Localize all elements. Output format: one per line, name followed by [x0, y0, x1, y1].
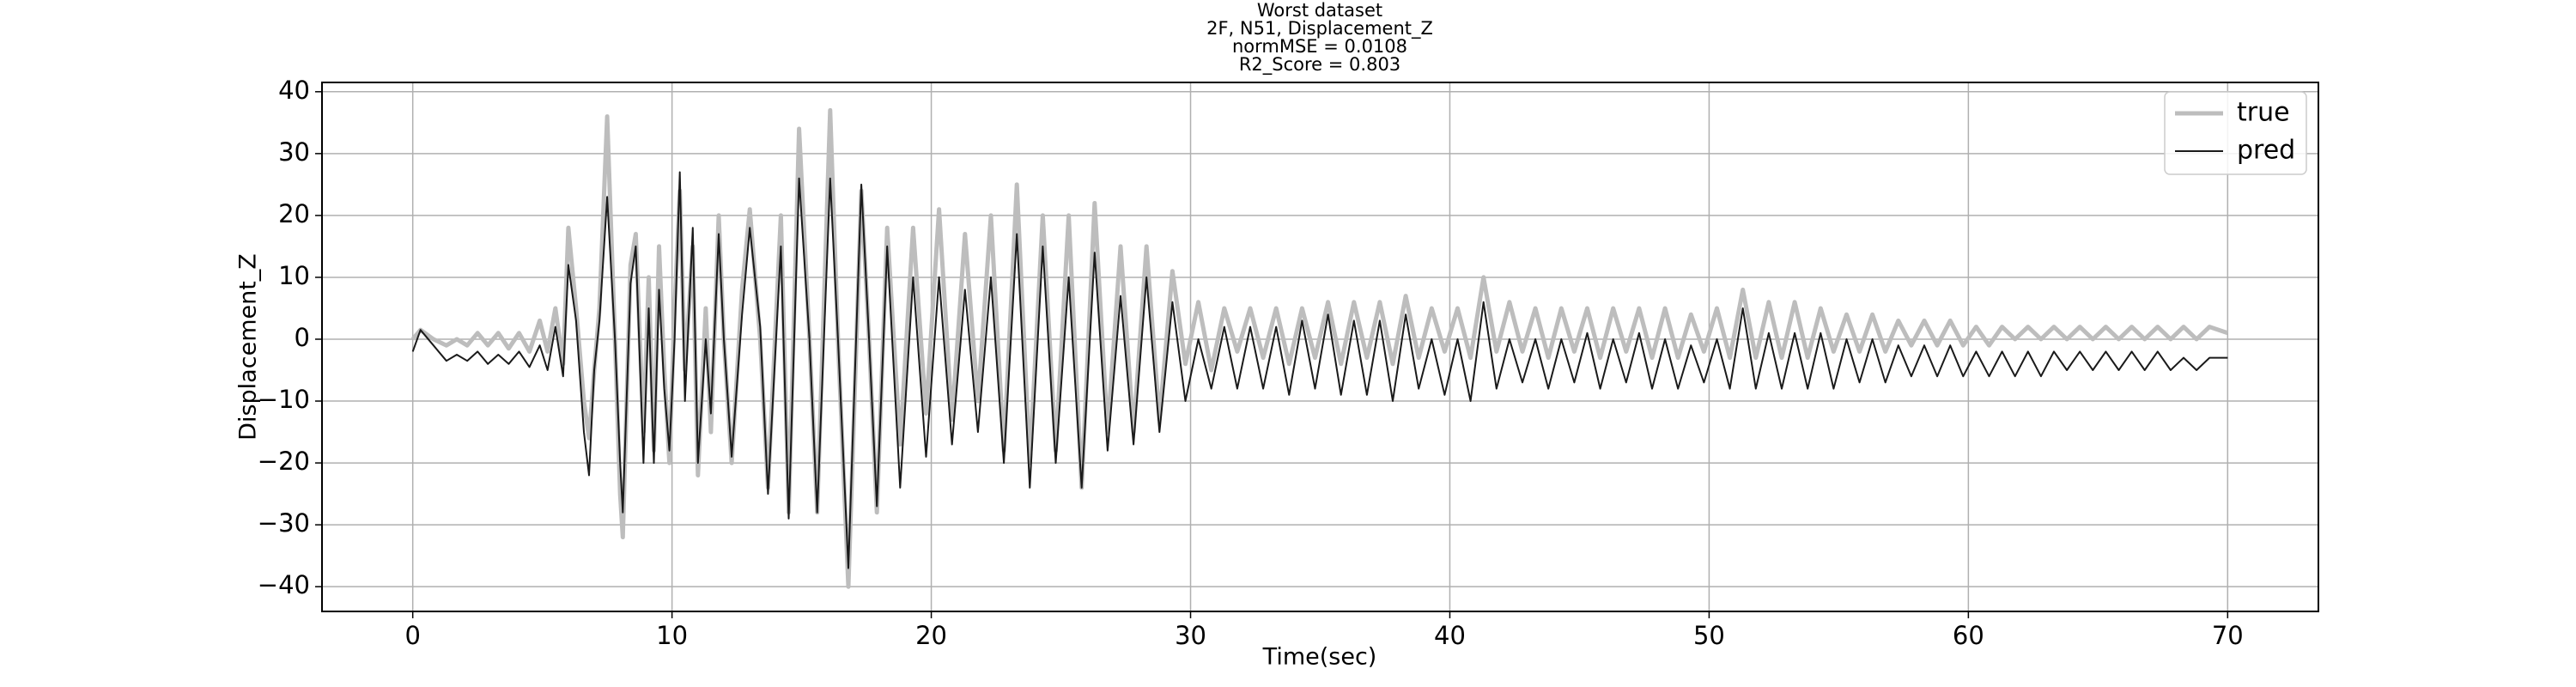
y-tick-label: −40	[258, 570, 310, 599]
legend-label: true	[2237, 98, 2290, 128]
x-tick-label: 70	[2212, 621, 2244, 650]
plot-frame	[321, 82, 2319, 612]
y-tick-label: −20	[258, 447, 310, 476]
y-axis-label: Displacement_Z	[235, 253, 262, 441]
y-tick-label: −10	[258, 385, 310, 414]
x-tick-label: 40	[1434, 621, 1466, 650]
x-tick-label: 60	[1953, 621, 1984, 650]
x-tick-label: 30	[1175, 621, 1206, 650]
chart-title: R2_Score = 0.803	[1239, 54, 1400, 76]
series-line	[411, 171, 2228, 569]
chart-title: Worst dataset	[1257, 0, 1382, 21]
y-tick-label: 30	[278, 137, 310, 167]
x-tick-label: 10	[656, 621, 688, 650]
x-tick-label: 20	[915, 621, 947, 650]
legend-label: pred	[2237, 136, 2295, 166]
chart-title: normMSE = 0.0108	[1232, 36, 1407, 57]
y-tick-label: 40	[278, 76, 310, 105]
chart-title: 2F, N51, Displacement_Z	[1206, 18, 1433, 40]
x-tick-label: 50	[1693, 621, 1725, 650]
y-tick-label: 10	[278, 261, 310, 290]
y-tick-label: −30	[258, 508, 310, 538]
y-tick-label: 20	[278, 199, 310, 228]
x-tick-label: 0	[404, 621, 420, 650]
x-axis-label: Time(sec)	[1262, 644, 1377, 671]
series-line	[410, 107, 2229, 589]
y-tick-label: 0	[295, 323, 310, 352]
